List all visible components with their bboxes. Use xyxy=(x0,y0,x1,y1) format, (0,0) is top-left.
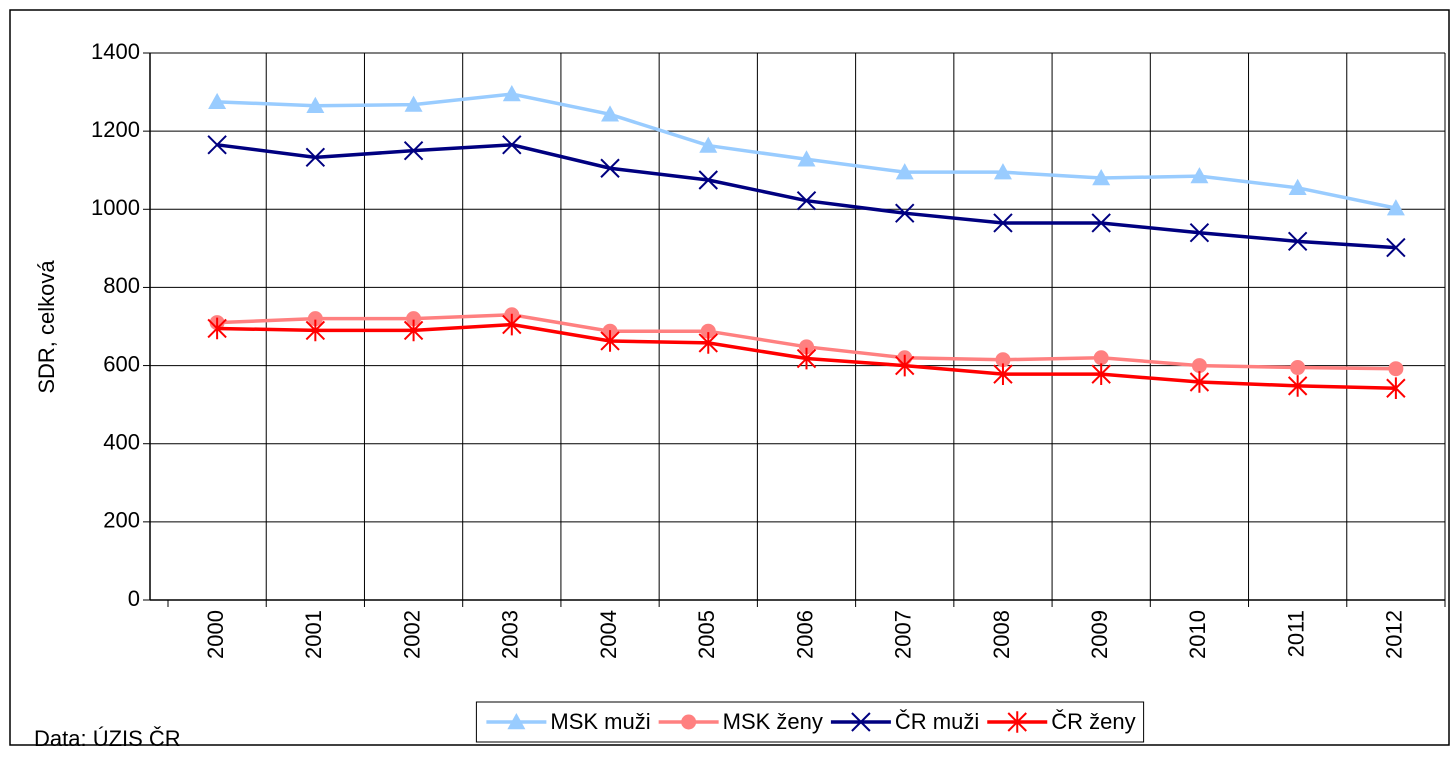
marker xyxy=(305,147,326,168)
marker xyxy=(993,163,1012,180)
marker xyxy=(796,347,817,370)
marker xyxy=(600,330,620,352)
marker xyxy=(1290,360,1306,376)
x-tick-label: 2001 xyxy=(301,610,326,659)
marker xyxy=(1386,199,1405,216)
marker xyxy=(507,713,526,730)
x-tick-label: 2010 xyxy=(1185,610,1210,659)
marker xyxy=(1091,363,1111,385)
x-tick-label: 2006 xyxy=(792,610,817,659)
x-tick-label: 2003 xyxy=(498,610,523,659)
legend-label: ČR ženy xyxy=(1051,709,1135,734)
x-tick-label: 2011 xyxy=(1283,610,1308,657)
marker xyxy=(403,319,424,342)
y-tick-label: 1000 xyxy=(91,195,140,220)
marker xyxy=(1287,375,1308,397)
x-tick-label: 2007 xyxy=(891,610,916,659)
y-tick-label: 0 xyxy=(128,586,140,611)
marker xyxy=(502,313,522,336)
y-tick-label: 200 xyxy=(103,508,140,533)
source-note: Data: ÚZIS ČR xyxy=(34,726,181,751)
marker xyxy=(502,85,521,102)
marker xyxy=(1287,231,1308,252)
x-tick-label: 2002 xyxy=(399,610,424,659)
marker xyxy=(207,135,227,155)
x-tick-label: 2009 xyxy=(1087,610,1112,659)
marker xyxy=(796,190,817,211)
marker xyxy=(1091,213,1111,233)
x-tick-label: 2008 xyxy=(989,610,1014,659)
marker xyxy=(699,136,718,153)
legend-label: MSK muži xyxy=(550,709,650,734)
x-tick-label: 2004 xyxy=(596,610,621,659)
marker xyxy=(993,363,1013,385)
marker xyxy=(995,352,1011,368)
marker xyxy=(993,213,1013,233)
y-tick-label: 1400 xyxy=(91,39,140,64)
marker xyxy=(306,96,325,113)
marker xyxy=(1093,350,1109,366)
marker xyxy=(207,317,227,340)
marker xyxy=(797,150,816,167)
marker xyxy=(406,311,422,327)
marker xyxy=(851,712,871,732)
marker xyxy=(1189,371,1210,393)
marker xyxy=(305,319,326,342)
chart-frame xyxy=(9,9,1450,746)
marker xyxy=(1092,169,1111,186)
y-tick-label: 1200 xyxy=(91,117,140,142)
marker xyxy=(1189,223,1210,243)
marker xyxy=(1190,167,1209,184)
marker xyxy=(895,163,914,180)
x-tick-label: 2005 xyxy=(694,610,719,659)
marker xyxy=(1386,237,1406,258)
marker xyxy=(799,339,814,355)
marker xyxy=(698,332,718,354)
marker xyxy=(307,311,323,327)
y-tick-label: 600 xyxy=(103,351,140,376)
y-axis-label: SDR, celková xyxy=(34,260,59,394)
legend: MSK muži MSK ženy ČR muži ČR ženy xyxy=(475,701,1145,743)
x-tick-label: 2012 xyxy=(1382,610,1407,659)
marker xyxy=(403,140,424,161)
x-tick-label: 2000 xyxy=(203,610,228,659)
marker xyxy=(700,323,716,339)
marker xyxy=(681,714,697,730)
legend-label: ČR muži xyxy=(895,709,979,734)
marker xyxy=(1288,178,1307,195)
marker xyxy=(1191,358,1207,374)
marker xyxy=(895,203,915,223)
legend-label: MSK ženy xyxy=(723,709,823,734)
marker xyxy=(600,158,620,178)
marker xyxy=(1388,361,1404,377)
marker xyxy=(601,105,620,122)
marker xyxy=(208,92,227,110)
marker xyxy=(895,354,915,377)
marker xyxy=(698,170,718,190)
marker xyxy=(1386,377,1406,400)
marker xyxy=(502,135,522,155)
y-tick-label: 400 xyxy=(103,430,140,455)
y-tick-label: 800 xyxy=(103,273,140,298)
marker xyxy=(1007,711,1027,733)
marker xyxy=(404,95,423,112)
